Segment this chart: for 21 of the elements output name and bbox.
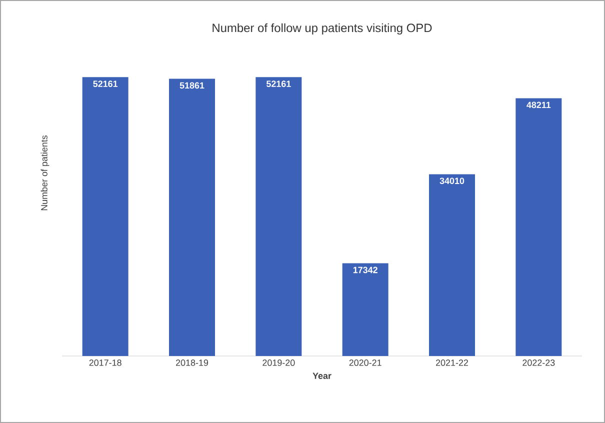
- bar: [428, 174, 475, 356]
- x-tick-label: 2017-18: [89, 360, 122, 366]
- bar: [256, 77, 302, 356]
- data-label: 17342: [353, 266, 378, 274]
- data-label: 52161: [266, 80, 291, 88]
- x-tick-label: 2019-20: [262, 360, 295, 366]
- x-tick-label: 2018-19: [176, 360, 208, 366]
- data-label: 34010: [440, 178, 464, 184]
- x-tick-label: 2022-23: [522, 360, 555, 366]
- x-tick-label: 2021-22: [436, 360, 468, 366]
- bar: [169, 78, 215, 356]
- x-tick-label: 2020-21: [349, 360, 382, 366]
- y-axis-title: Number of patients: [40, 135, 50, 210]
- data-label: 48211: [526, 102, 551, 108]
- chart-title: Number of follow up patients visiting OPD: [212, 23, 432, 35]
- bar: [516, 98, 562, 356]
- x-axis-title: Year: [312, 372, 332, 379]
- bar: [342, 263, 388, 356]
- bar: [82, 77, 128, 356]
- data-label: 51861: [180, 82, 204, 89]
- data-label: 52161: [93, 80, 118, 88]
